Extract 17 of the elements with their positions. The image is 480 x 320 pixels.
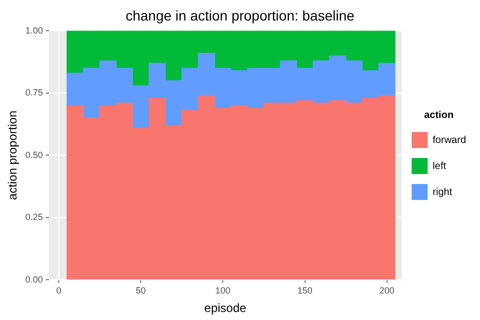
x-axis-title: episode — [204, 301, 247, 316]
y-tick-label: 0.75 — [25, 88, 43, 98]
x-tick-label: 0 — [56, 286, 62, 296]
legend-title: action — [424, 110, 454, 121]
x-tick-label: 200 — [379, 286, 394, 296]
x-tick-label: 50 — [136, 286, 146, 296]
legend-label: right — [432, 186, 452, 198]
x-tick-label: 150 — [297, 286, 312, 296]
chart-title: change in action proportion: baseline — [126, 7, 355, 24]
y-axis-title: action proportion — [6, 110, 20, 200]
y-tick-label: 1.00 — [25, 25, 43, 36]
legend-label: left — [432, 160, 446, 172]
y-tick-label: 0.50 — [25, 150, 43, 160]
y-tick-label: 0.00 — [25, 274, 43, 284]
x-tick-label: 100 — [215, 286, 230, 296]
legend-label: forward — [432, 134, 466, 146]
y-tick-label: 0.25 — [25, 212, 43, 222]
